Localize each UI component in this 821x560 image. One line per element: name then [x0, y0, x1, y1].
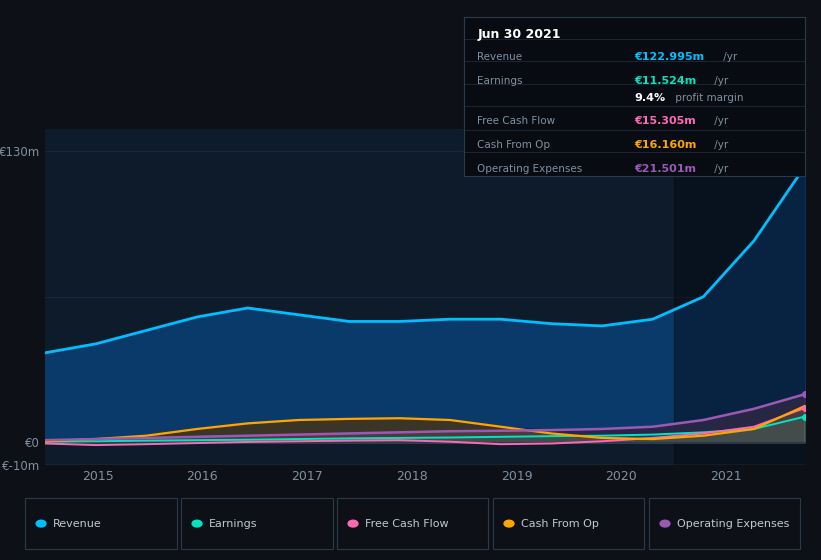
- Text: €21.501m: €21.501m: [635, 164, 696, 174]
- Text: Cash From Op: Cash From Op: [521, 519, 599, 529]
- Text: €122.995m: €122.995m: [635, 52, 704, 62]
- Text: Free Cash Flow: Free Cash Flow: [478, 116, 556, 126]
- Text: Revenue: Revenue: [53, 519, 102, 529]
- Text: Jun 30 2021: Jun 30 2021: [478, 28, 561, 41]
- Text: 9.4%: 9.4%: [635, 94, 665, 104]
- Text: Operating Expenses: Operating Expenses: [478, 164, 583, 174]
- Text: /yr: /yr: [710, 116, 727, 126]
- Text: /yr: /yr: [710, 164, 727, 174]
- Text: Free Cash Flow: Free Cash Flow: [365, 519, 449, 529]
- Text: /yr: /yr: [720, 52, 737, 62]
- Text: Revenue: Revenue: [478, 52, 523, 62]
- Text: €15.305m: €15.305m: [635, 116, 696, 126]
- Text: profit margin: profit margin: [672, 94, 744, 104]
- Text: Earnings: Earnings: [478, 76, 523, 86]
- Text: /yr: /yr: [710, 139, 727, 150]
- Text: Operating Expenses: Operating Expenses: [677, 519, 790, 529]
- Text: Cash From Op: Cash From Op: [478, 139, 551, 150]
- Text: /yr: /yr: [710, 76, 727, 86]
- Text: Earnings: Earnings: [209, 519, 258, 529]
- Bar: [674, 129, 821, 465]
- Text: €16.160m: €16.160m: [635, 139, 696, 150]
- Text: €11.524m: €11.524m: [635, 76, 696, 86]
